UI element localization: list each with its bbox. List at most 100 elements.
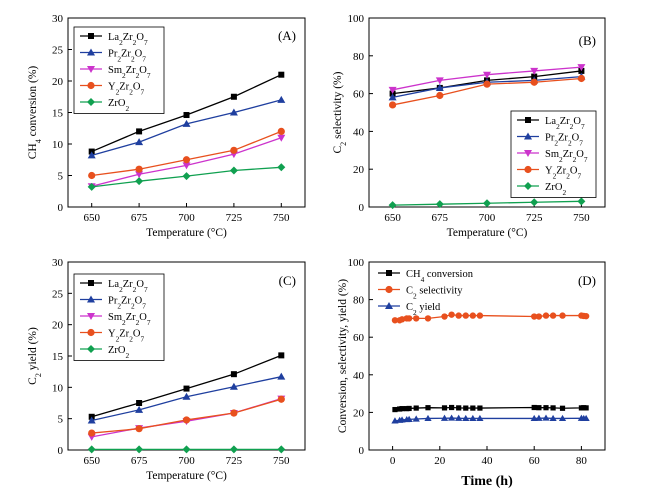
data-point: [278, 352, 285, 359]
data-point: [536, 405, 542, 411]
series-4: [87, 445, 286, 454]
data-point: [456, 405, 462, 411]
y-tick-label: 5: [58, 171, 64, 183]
data-point: [577, 74, 586, 83]
legend-label: Pr2Zr2O7: [545, 133, 583, 148]
y-tick-label: 80: [353, 51, 365, 63]
x-tick-label: 60: [529, 455, 541, 467]
data-point: [182, 172, 191, 181]
y-tick-label: 60: [353, 89, 365, 101]
panel-label: (D): [578, 273, 596, 288]
data-point: [559, 312, 566, 319]
data-point: [87, 416, 96, 424]
series-2: [388, 64, 586, 94]
x-tick-label: 650: [83, 455, 100, 467]
y-tick-label: 40: [353, 126, 365, 138]
legend-marker: [87, 81, 95, 90]
data-point: [230, 93, 237, 100]
x-tick-label: 80: [576, 455, 588, 467]
data-point: [441, 405, 448, 411]
data-point: [530, 414, 538, 422]
panel-label: (A): [278, 28, 296, 43]
x-axis-label: Temperature (°C): [146, 227, 227, 239]
data-point: [182, 416, 191, 424]
y-axis-label: Conversion, selectivity, yield (%): [337, 279, 349, 433]
series-line: [394, 313, 587, 321]
y-tick-label: 80: [353, 295, 365, 307]
legend-marker: [87, 328, 95, 337]
data-point: [87, 151, 96, 159]
data-point: [577, 197, 586, 206]
y-tick-label: 0: [359, 445, 365, 457]
series-1: [87, 372, 286, 424]
data-point: [230, 146, 238, 154]
data-point: [388, 93, 397, 101]
data-point: [549, 312, 557, 319]
data-point: [448, 414, 456, 421]
y-tick-label: 20: [353, 164, 365, 176]
data-point: [543, 405, 549, 411]
y-tick-label: 5: [58, 414, 64, 426]
data-point: [229, 108, 238, 116]
y-tick-label: 20: [52, 320, 64, 332]
series-1: [391, 311, 590, 324]
data-point: [135, 405, 144, 413]
legend-label: ZrO2: [108, 98, 130, 113]
data-point: [542, 414, 550, 421]
data-point: [449, 404, 455, 411]
data-point: [550, 405, 556, 411]
y-tick-label: 0: [58, 445, 64, 457]
panel-label: (C): [279, 273, 296, 288]
data-point: [182, 156, 191, 164]
data-point: [531, 313, 538, 320]
x-tick-label: 700: [178, 212, 195, 224]
y-axis-label: C2 yield (%): [27, 327, 43, 385]
legend-label: Y2Zr2O7: [108, 82, 144, 97]
data-point: [388, 86, 397, 94]
series-3: [88, 127, 285, 180]
data-point: [135, 177, 144, 186]
data-point: [87, 445, 96, 454]
data-point: [440, 414, 449, 421]
data-point: [577, 64, 586, 72]
legend-marker: [88, 33, 94, 39]
data-point: [136, 128, 143, 135]
series-line: [91, 398, 282, 434]
y-tick-label: 100: [348, 13, 365, 25]
data-point: [87, 182, 96, 191]
data-point: [413, 315, 420, 322]
series-4: [87, 163, 286, 191]
series-0: [392, 404, 589, 413]
x-axis-label: Temperature (°C): [447, 227, 528, 239]
x-tick-label: 725: [526, 212, 543, 224]
data-point: [392, 406, 398, 413]
data-point: [542, 312, 550, 319]
legend-label: ZrO2: [108, 345, 130, 360]
series-3: [88, 395, 285, 437]
x-tick-label: 0: [390, 455, 396, 467]
data-point: [406, 405, 412, 412]
legend-label: Y2Zr2O7: [108, 329, 144, 344]
data-point: [183, 385, 190, 392]
legend-marker: [524, 182, 532, 190]
legend-label: La2Zr2O7: [108, 279, 148, 294]
legend-marker: [385, 302, 393, 309]
data-point: [558, 414, 567, 422]
x-axis-label: Time (h): [461, 474, 513, 489]
data-point: [399, 406, 405, 412]
data-point: [483, 199, 491, 208]
y-axis-label: CH4 conversion (%): [27, 66, 43, 160]
data-point: [277, 127, 285, 135]
y-axis-label: C2 selectivity (%): [332, 71, 348, 153]
data-point: [277, 395, 285, 403]
legend-label: Pr2Zr2O7: [108, 49, 146, 64]
y-tick-label: 15: [52, 108, 64, 120]
data-point: [470, 405, 476, 411]
series-line: [394, 417, 587, 422]
data-point: [535, 313, 543, 320]
chart-panel-2: 650 675 700 725 750 0 5 10 15 20 25 30 Temperature (…: [27, 257, 306, 482]
data-point: [135, 171, 144, 179]
y-tick-label: 25: [52, 45, 64, 57]
data-point: [435, 200, 444, 209]
